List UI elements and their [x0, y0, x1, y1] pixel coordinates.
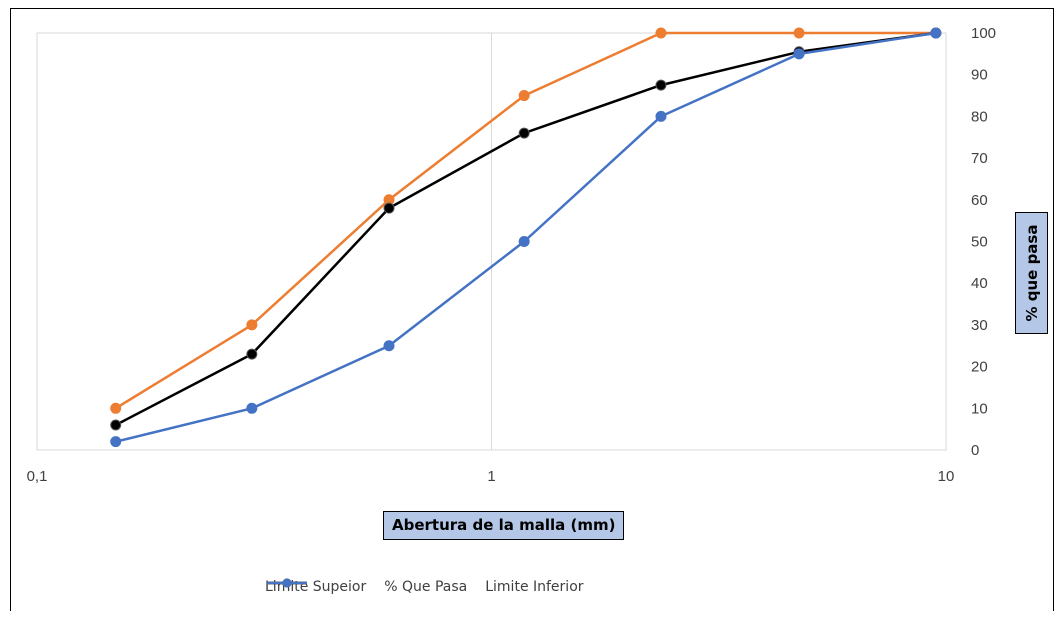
- y-tick-label: 60: [971, 192, 988, 209]
- x-tick-label: 1: [487, 468, 495, 485]
- y-tick-label: 10: [971, 400, 988, 417]
- data-point: [110, 402, 122, 414]
- legend-label: % Que Pasa: [384, 579, 468, 595]
- y-tick-label: 20: [971, 359, 988, 376]
- data-point: [383, 202, 395, 214]
- data-point: [110, 419, 122, 431]
- data-point: [110, 436, 122, 448]
- y-axis-title: % que pasa: [1015, 212, 1048, 334]
- data-point: [655, 110, 667, 122]
- x-tick-label: 0,1: [27, 468, 48, 485]
- legend-item: Limite Inferior: [267, 578, 584, 595]
- y-tick-label: 50: [971, 234, 988, 251]
- legend-marker: [282, 578, 292, 588]
- data-point: [518, 236, 530, 247]
- x-axis-title: Abertura de la malla (mm): [383, 511, 625, 540]
- y-tick-label: 90: [971, 67, 988, 84]
- data-point: [246, 402, 258, 414]
- x-tick-label: 10: [938, 468, 955, 485]
- y-tick-labels: 0 10 20 30 40 50 60 70 80 90 100: [971, 25, 996, 459]
- legend-label: Limite Inferior: [485, 579, 584, 595]
- legend: Limite Supeior% Que Pasa Limite Inferior: [265, 576, 602, 598]
- y-tick-label: 30: [971, 317, 988, 334]
- y-tick-label: 0: [971, 442, 979, 459]
- data-point: [655, 27, 667, 39]
- data-point: [246, 348, 258, 360]
- data-point: [793, 27, 805, 39]
- legend-swatch: [267, 578, 307, 588]
- y-axis-title-text: % que pasa: [1022, 224, 1041, 322]
- series-markers: [110, 27, 942, 448]
- y-tick-label: 80: [971, 108, 988, 125]
- data-point: [518, 90, 530, 102]
- data-point: [793, 48, 805, 60]
- data-point: [246, 319, 258, 331]
- data-point: [655, 79, 667, 91]
- legend-item: % Que Pasa: [267, 578, 468, 595]
- y-tick-label: 70: [971, 150, 988, 167]
- series-line: [115, 31, 936, 410]
- y-tick-label: 100: [971, 25, 996, 42]
- chart-area: [10, 8, 1054, 611]
- gridlines: [36, 32, 947, 451]
- x-tick-labels: 0,1 1 10: [27, 468, 955, 485]
- data-point: [518, 127, 530, 139]
- data-point: [383, 340, 395, 352]
- y-tick-label: 40: [971, 275, 988, 292]
- data-point: [930, 27, 942, 39]
